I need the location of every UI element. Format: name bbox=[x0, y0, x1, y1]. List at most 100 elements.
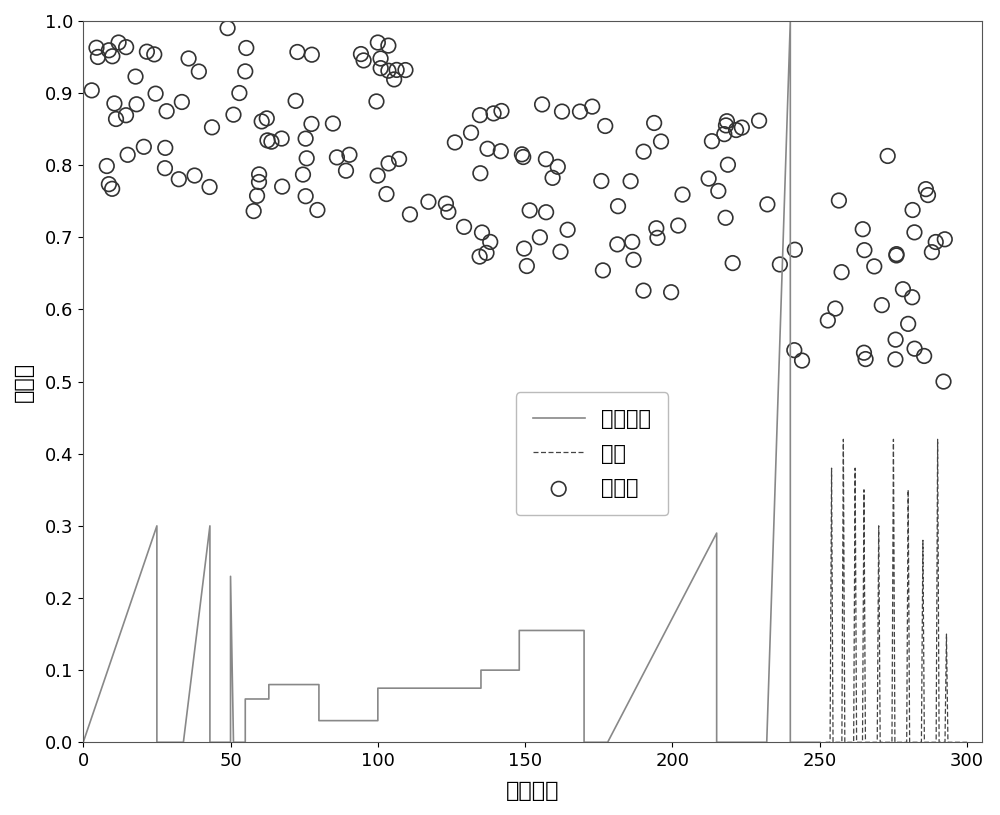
叶绻素 bbox=[274, 132, 290, 145]
叶绻素 bbox=[128, 70, 144, 83]
累积雨量 bbox=[784, 738, 796, 747]
叶绻素 bbox=[538, 205, 554, 218]
叶绻素 bbox=[389, 64, 405, 77]
叶绻素 bbox=[456, 220, 472, 233]
叶绻素 bbox=[572, 105, 588, 118]
叶绻素 bbox=[716, 128, 732, 141]
风速 bbox=[942, 738, 954, 747]
叶绻素 bbox=[295, 168, 311, 181]
叶绻素 bbox=[597, 120, 613, 133]
风速 bbox=[901, 738, 913, 747]
风速 bbox=[837, 434, 849, 444]
叶绻素 bbox=[675, 188, 691, 201]
累积雨量 bbox=[151, 738, 163, 747]
叶绻素 bbox=[238, 42, 254, 55]
叶绻素 bbox=[515, 151, 531, 164]
叶绻素 bbox=[187, 169, 203, 182]
叶绻素 bbox=[649, 231, 665, 244]
叶绻素 bbox=[534, 98, 550, 111]
累积雨量 bbox=[225, 738, 237, 747]
叶绻素 bbox=[174, 95, 190, 108]
风速 bbox=[849, 463, 861, 473]
叶绻素 bbox=[624, 236, 640, 249]
叶绻素 bbox=[157, 161, 173, 174]
风速 bbox=[858, 485, 870, 495]
叶绻素 bbox=[225, 108, 241, 121]
叶绻素 bbox=[440, 205, 456, 218]
叶绻素 bbox=[718, 211, 734, 224]
叶绻素 bbox=[298, 190, 314, 203]
累积雨量 bbox=[177, 738, 189, 747]
叶绻素 bbox=[304, 48, 320, 61]
叶绻素 bbox=[626, 253, 642, 267]
叶绻素 bbox=[480, 143, 496, 156]
叶绻素 bbox=[106, 97, 122, 110]
叶绻素 bbox=[670, 219, 686, 232]
叶绻素 bbox=[519, 259, 535, 272]
叶绻素 bbox=[171, 173, 187, 186]
叶绻素 bbox=[101, 44, 117, 57]
叶绻素 bbox=[420, 196, 436, 209]
叶绻素 bbox=[553, 245, 569, 258]
叶绻素 bbox=[482, 236, 498, 249]
累积雨量 bbox=[239, 694, 251, 704]
累积雨量 bbox=[239, 738, 251, 747]
叶绻素 bbox=[104, 183, 120, 196]
叶绻素 bbox=[472, 167, 488, 180]
叶绻素 bbox=[623, 174, 639, 187]
累积雨量 bbox=[602, 738, 614, 747]
叶绻素 bbox=[246, 205, 262, 218]
叶绻素 bbox=[259, 112, 275, 125]
叶绻素 bbox=[928, 236, 944, 249]
叶绻素 bbox=[251, 175, 267, 188]
叶绻素 bbox=[373, 52, 389, 65]
叶绻素 bbox=[204, 121, 220, 134]
叶绻素 bbox=[786, 344, 802, 357]
累积雨量 bbox=[602, 738, 614, 747]
叶绻素 bbox=[610, 200, 626, 213]
叶绻素 bbox=[157, 141, 173, 154]
叶绻素 bbox=[356, 54, 372, 67]
累积雨量 bbox=[227, 738, 239, 747]
叶绻素 bbox=[84, 84, 100, 97]
叶绻素 bbox=[111, 36, 127, 49]
叶绻素 bbox=[288, 95, 304, 108]
叶绻素 bbox=[593, 174, 609, 187]
叶绻素 bbox=[858, 353, 874, 366]
累积雨量 bbox=[814, 738, 826, 747]
累积雨量 bbox=[225, 571, 237, 581]
叶绻素 bbox=[646, 117, 662, 130]
叶绻素 bbox=[148, 87, 164, 100]
叶绻素 bbox=[104, 50, 120, 63]
风速 bbox=[904, 738, 916, 747]
累积雨量 bbox=[513, 626, 525, 636]
叶绻素 bbox=[373, 62, 389, 75]
叶绻素 bbox=[653, 135, 669, 148]
叶绻素 bbox=[719, 115, 735, 128]
叶绻素 bbox=[734, 121, 750, 134]
叶绻素 bbox=[704, 134, 720, 148]
叶绻素 bbox=[486, 107, 502, 120]
叶绻素 bbox=[906, 226, 922, 239]
叶绻素 bbox=[263, 135, 279, 148]
叶绻素 bbox=[701, 172, 717, 185]
叶绻素 bbox=[237, 65, 253, 78]
累积雨量 bbox=[263, 680, 275, 689]
叶绻素 bbox=[370, 36, 386, 49]
叶绻素 bbox=[231, 86, 247, 99]
叶绻素 bbox=[887, 353, 903, 366]
叶绻素 bbox=[259, 134, 275, 147]
Line: 累积雨量: 累积雨量 bbox=[83, 21, 820, 742]
叶绻素 bbox=[299, 152, 315, 165]
叶绻素 bbox=[516, 242, 532, 255]
叶绻素 bbox=[402, 208, 418, 221]
叶绻素 bbox=[827, 302, 843, 315]
叶绻素 bbox=[880, 149, 896, 162]
叶绻素 bbox=[759, 198, 775, 211]
叶绻素 bbox=[118, 108, 134, 121]
叶绻素 bbox=[609, 238, 625, 251]
风速 bbox=[820, 738, 832, 747]
叶绻素 bbox=[895, 283, 911, 296]
累积雨量 bbox=[313, 716, 325, 725]
叶绻素 bbox=[728, 124, 744, 137]
